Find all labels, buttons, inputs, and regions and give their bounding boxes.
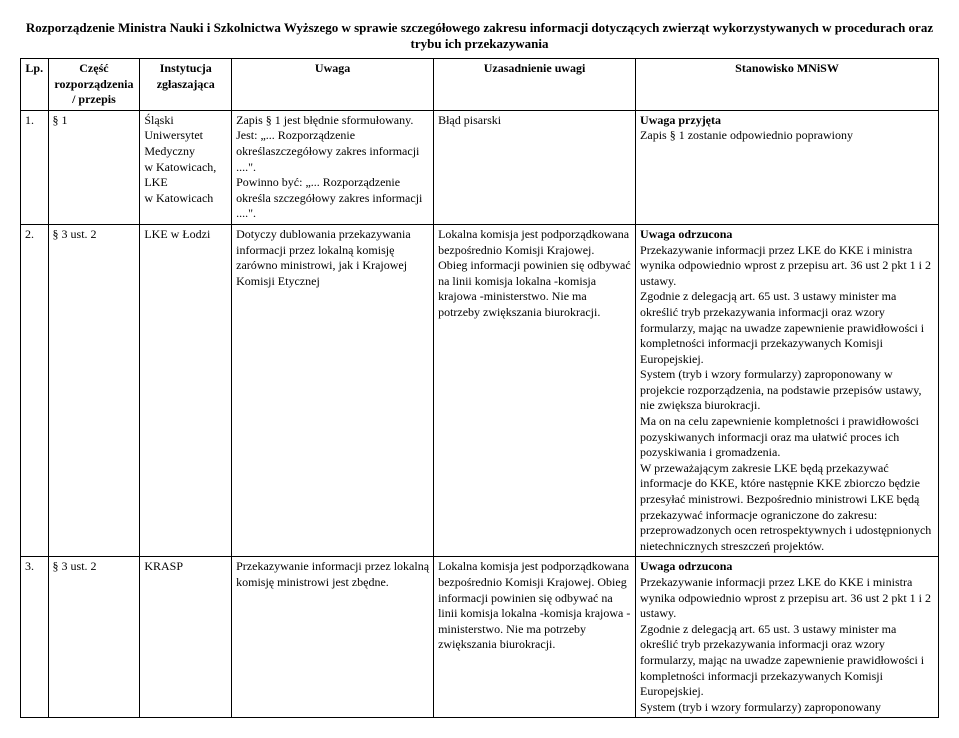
cell-institution: Śląski Uniwersytet Medycznyw Katowicach,…	[140, 110, 232, 224]
cell-remark: Przekazywanie informacji przez lokalną k…	[232, 557, 434, 718]
stance-text: Zapis § 1 zostanie odpowiednio poprawion…	[640, 128, 853, 142]
cell-lp: 1.	[21, 110, 49, 224]
stance-status: Uwaga odrzucona	[640, 559, 732, 573]
cell-remark: Dotyczy dublowania przekazywania informa…	[232, 224, 434, 556]
table-row: 2. § 3 ust. 2 LKE w Łodzi Dotyczy dublow…	[21, 224, 939, 556]
regulation-table: Lp. Część rozporządzenia / przepis Insty…	[20, 58, 939, 718]
cell-lp: 3.	[21, 557, 49, 718]
stance-status: Uwaga odrzucona	[640, 227, 732, 241]
cell-part: § 1	[48, 110, 140, 224]
stance-status: Uwaga przyjęta	[640, 113, 721, 127]
cell-justification: Lokalna komisja jest podporządkowana bez…	[434, 557, 636, 718]
cell-stance: Uwaga odrzucona Przekazywanie informacji…	[636, 224, 939, 556]
table-row: 1. § 1 Śląski Uniwersytet Medycznyw Kato…	[21, 110, 939, 224]
cell-lp: 2.	[21, 224, 49, 556]
col-stance: Stanowisko MNiSW	[636, 59, 939, 111]
col-lp: Lp.	[21, 59, 49, 111]
cell-remark: Zapis § 1 jest błędnie sformułowany.Jest…	[232, 110, 434, 224]
table-row: 3. § 3 ust. 2 KRASP Przekazywanie inform…	[21, 557, 939, 718]
cell-part: § 3 ust. 2	[48, 224, 140, 556]
stance-text: Przekazywanie informacji przez LKE do KK…	[640, 243, 931, 553]
stance-text: Przekazywanie informacji przez LKE do KK…	[640, 575, 931, 714]
col-institution: Instytucja zgłaszająca	[140, 59, 232, 111]
cell-stance: Uwaga odrzucona Przekazywanie informacji…	[636, 557, 939, 718]
cell-stance: Uwaga przyjęta Zapis § 1 zostanie odpowi…	[636, 110, 939, 224]
cell-institution: KRASP	[140, 557, 232, 718]
cell-justification: Błąd pisarski	[434, 110, 636, 224]
cell-institution: LKE w Łodzi	[140, 224, 232, 556]
col-remark: Uwaga	[232, 59, 434, 111]
cell-part: § 3 ust. 2	[48, 557, 140, 718]
header-row: Lp. Część rozporządzenia / przepis Insty…	[21, 59, 939, 111]
col-justification: Uzasadnienie uwagi	[434, 59, 636, 111]
document-title: Rozporządzenie Ministra Nauki i Szkolnic…	[20, 20, 939, 52]
cell-justification: Lokalna komisja jest podporządkowana bez…	[434, 224, 636, 556]
col-part: Część rozporządzenia / przepis	[48, 59, 140, 111]
